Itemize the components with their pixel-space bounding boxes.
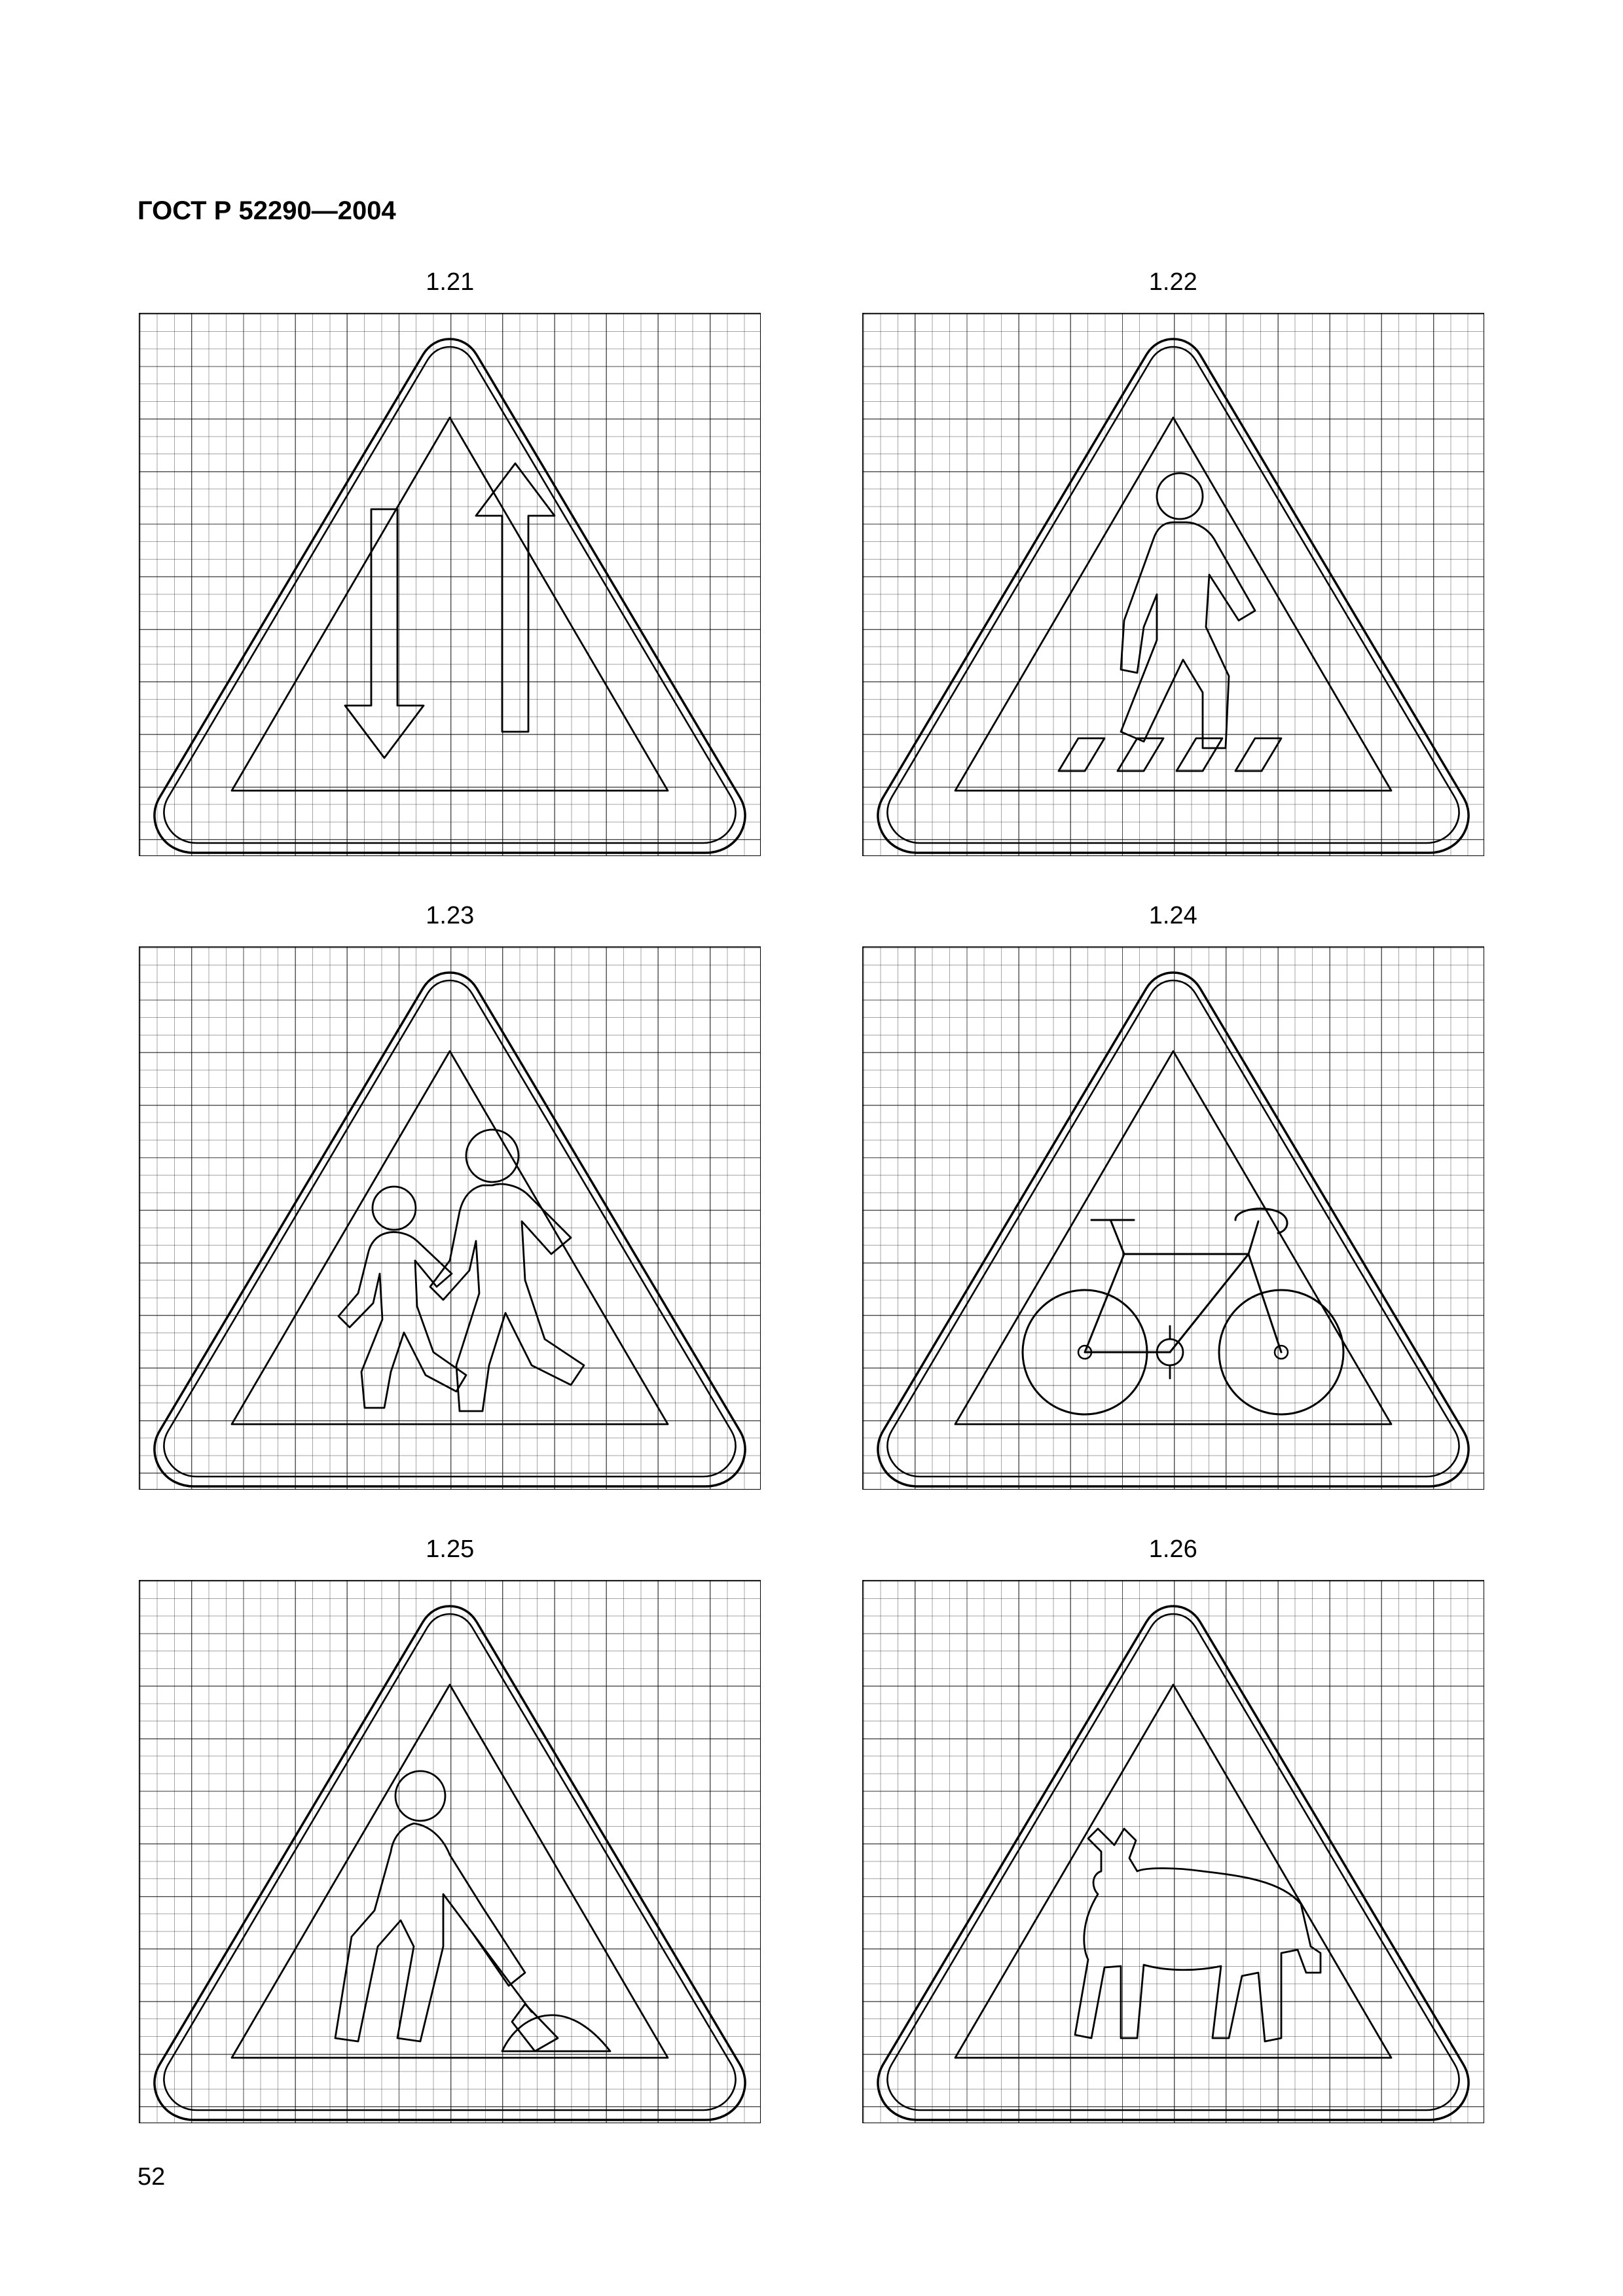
figure-cell: 1.22 [861,268,1486,856]
page: ГОСТ Р 52290—2004 1.21 [0,0,1623,2296]
figure-cell: 1.26 [861,1535,1486,2123]
cattle-icon [862,1580,1484,2123]
figure-label: 1.22 [1149,268,1197,296]
sign-1-24 [862,946,1484,1490]
children-icon [139,946,761,1490]
figure-cell: 1.23 [137,902,763,1490]
sign-1-23 [139,946,761,1490]
figure-cell: 1.21 [137,268,763,856]
two-way-traffic-icon [139,313,761,856]
sign-1-26 [862,1580,1484,2123]
figure-label: 1.23 [426,902,474,930]
figures-grid: 1.21 [137,268,1486,2123]
standard-header: ГОСТ Р 52290—2004 [137,196,396,226]
figure-label: 1.25 [426,1535,474,1564]
sign-1-25 [139,1580,761,2123]
page-number: 52 [137,2163,165,2191]
figure-label: 1.21 [426,268,474,296]
road-works-icon [139,1580,761,2123]
sign-1-21 [139,313,761,856]
figure-label: 1.24 [1149,902,1197,930]
bicycle-icon [862,946,1484,1490]
figure-label: 1.26 [1149,1535,1197,1564]
sign-1-22 [862,313,1484,856]
figure-cell: 1.24 [861,902,1486,1490]
figure-cell: 1.25 [137,1535,763,2123]
pedestrian-crossing-icon [862,313,1484,856]
